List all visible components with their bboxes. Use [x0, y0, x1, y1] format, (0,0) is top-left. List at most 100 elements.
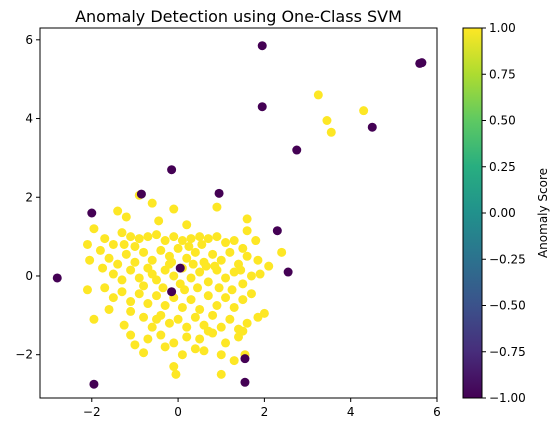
- inlier-point: [234, 332, 243, 342]
- inlier-point: [190, 344, 200, 354]
- outlier-point: [240, 377, 250, 387]
- inlier-point: [208, 310, 218, 320]
- inlier-point: [195, 232, 205, 242]
- inlier-point: [167, 257, 177, 267]
- inlier-point: [208, 249, 218, 259]
- x-axis: −2 0 2 4 6: [83, 398, 441, 419]
- inlier-point: [147, 255, 157, 265]
- colorbar-tick-label: 0.75: [489, 67, 516, 81]
- inlier-point: [193, 283, 203, 293]
- y-tick-label: 0: [25, 269, 33, 283]
- inlier-point: [253, 312, 263, 322]
- inlier-point: [216, 369, 226, 379]
- inlier-point: [177, 236, 187, 246]
- colorbar-tick-label: 1.00: [489, 21, 516, 35]
- inlier-point: [313, 90, 323, 100]
- chart-title: Anomaly Detection using One-Class SVM: [75, 7, 402, 26]
- inlier-point: [186, 234, 196, 244]
- inlier-point: [126, 306, 136, 316]
- inlier-point: [160, 342, 170, 352]
- y-axis: −2 0 2 4 6: [15, 33, 40, 362]
- inlier-point: [212, 202, 222, 212]
- inlier-point: [238, 295, 248, 305]
- inlier-point: [221, 293, 231, 303]
- inlier-point: [89, 224, 99, 234]
- x-tick-label: −2: [83, 405, 101, 419]
- inlier-point: [139, 247, 149, 257]
- inlier-point: [236, 265, 246, 275]
- inlier-point: [104, 304, 114, 314]
- inlier-point: [169, 204, 179, 214]
- inlier-point: [147, 269, 157, 279]
- inlier-point: [253, 255, 263, 265]
- outlier-point: [240, 354, 250, 364]
- colorbar-tick-label: −0.25: [489, 252, 526, 266]
- inlier-point: [214, 283, 224, 293]
- colorbar-tick-label: −1.00: [489, 391, 526, 405]
- inlier-point: [95, 245, 105, 255]
- inlier-point: [203, 291, 213, 301]
- inlier-point: [119, 320, 129, 330]
- outlier-point: [167, 287, 177, 297]
- inlier-point: [169, 271, 179, 281]
- inlier-point: [246, 271, 256, 281]
- inlier-point: [277, 247, 287, 257]
- outlier-point: [257, 102, 267, 112]
- inlier-point: [201, 261, 211, 271]
- inlier-point: [184, 241, 194, 251]
- inlier-point: [169, 232, 179, 242]
- inlier-point: [238, 243, 248, 253]
- y-tick-label: 6: [25, 33, 33, 47]
- inlier-point: [85, 255, 95, 265]
- inlier-point: [139, 312, 149, 322]
- inlier-point: [134, 273, 144, 283]
- inlier-point: [203, 277, 213, 287]
- y-tick-label: 4: [25, 112, 33, 126]
- inlier-point: [229, 356, 239, 366]
- inlier-point: [154, 216, 164, 226]
- inlier-point: [113, 206, 123, 216]
- outlier-point: [175, 263, 185, 273]
- inlier-point: [242, 251, 252, 261]
- x-tick-label: 6: [433, 405, 441, 419]
- inlier-point: [182, 253, 192, 263]
- inlier-point: [117, 228, 127, 238]
- inlier-point: [255, 269, 265, 279]
- inlier-point: [156, 245, 166, 255]
- inlier-point: [221, 238, 231, 248]
- inlier-point: [229, 236, 239, 246]
- inlier-point: [117, 275, 127, 285]
- inlier-point: [82, 239, 92, 249]
- colorbar-tick-label: 0.00: [489, 206, 516, 220]
- inlier-point: [199, 346, 209, 356]
- inlier-point: [143, 334, 153, 344]
- outlier-point: [367, 122, 377, 132]
- inlier-point: [108, 269, 118, 279]
- inlier-point: [139, 281, 149, 291]
- outlier-point: [167, 165, 177, 175]
- inlier-point: [212, 301, 222, 310]
- inlier-point: [216, 322, 226, 332]
- x-tick-label: 0: [174, 405, 182, 419]
- inlier-point: [190, 247, 200, 257]
- inlier-point: [126, 330, 136, 340]
- points-layer: [52, 41, 427, 389]
- outlier-point: [257, 41, 267, 51]
- inlier-point: [121, 249, 131, 259]
- y-tick-label: −2: [15, 348, 33, 362]
- inlier-point: [326, 127, 336, 137]
- inlier-point: [177, 350, 187, 360]
- inlier-point: [264, 261, 274, 271]
- outlier-point: [417, 58, 427, 68]
- inlier-point: [147, 198, 157, 208]
- inlier-point: [134, 234, 144, 244]
- outlier-point: [136, 189, 146, 199]
- colorbar-label: Anomaly Score: [536, 168, 550, 258]
- inlier-point: [152, 314, 162, 324]
- inlier-point: [126, 265, 136, 275]
- inlier-point: [98, 263, 108, 273]
- inlier-point: [182, 322, 192, 332]
- inlier-point: [175, 279, 185, 289]
- inlier-point: [259, 308, 269, 318]
